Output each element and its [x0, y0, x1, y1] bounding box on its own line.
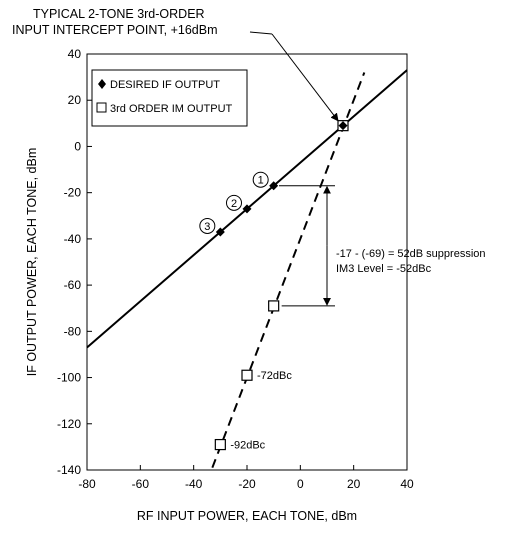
intercept-arrow — [271, 33, 339, 122]
x-tick-label: -60 — [132, 477, 150, 491]
desired-point-marker — [242, 204, 252, 214]
y-tick-label: -140 — [57, 463, 81, 477]
point-label-circle — [199, 217, 216, 234]
dbc-label: -72dBc — [257, 370, 292, 382]
x-tick-label: 20 — [347, 477, 361, 491]
legend-im3-label: 3rd ORDER IM OUTPUT — [110, 103, 233, 115]
intercept-annotation-line2: INPUT INTERCEPT POINT, +16dBm — [12, 23, 218, 37]
legend: DESIRED IF OUTPUT 3rd ORDER IM OUTPUT — [91, 69, 248, 127]
im3-output-line — [211, 72, 366, 469]
point-label-number: 1 — [258, 175, 264, 187]
y-tick-label: -20 — [64, 186, 82, 200]
x-tick-label: -20 — [238, 477, 256, 491]
suppression-text-line1: -17 - (-69) = 52dB suppression — [336, 248, 486, 260]
legend-square-marker — [96, 102, 107, 113]
desired-point-marker — [269, 181, 279, 191]
desired-point-marker — [215, 227, 225, 237]
point-label-circle — [252, 171, 269, 188]
point-label-number: 3 — [204, 221, 210, 233]
intercept-leader-line — [249, 31, 273, 35]
point-label-circle — [226, 194, 242, 211]
series-markers — [214, 120, 349, 451]
x-axis-ticks: -80 -60 -40 -20 0 20 40 — [78, 465, 414, 491]
suppression-text-line2: IM3 Level = -52dBc — [336, 263, 432, 275]
y-tick-label: -120 — [57, 417, 81, 431]
point-label-number: 2 — [231, 198, 237, 210]
dbc-label: -92dBc — [230, 440, 265, 452]
im3-point-marker — [214, 438, 226, 451]
desired-point-marker — [338, 121, 348, 131]
annotations: 1 2 3 -72dBc -92dBc — [199, 31, 339, 452]
y-axis-title: IF OUTPUT POWER, EACH TONE, dBm — [25, 148, 39, 377]
legend-diamond-marker — [98, 79, 106, 89]
y-tick-label: 40 — [68, 47, 82, 61]
intercept-annotation-line1: TYPICAL 2-TONE 3rd-ORDER — [33, 7, 205, 21]
x-tick-label: -40 — [185, 477, 203, 491]
legend-desired-label: DESIRED IF OUTPUT — [110, 79, 220, 91]
x-axis-title: RF INPUT POWER, EACH TONE, dBm — [137, 509, 357, 523]
im3-point-marker — [268, 300, 280, 312]
legend-box — [91, 69, 248, 127]
y-tick-label: -40 — [64, 232, 82, 246]
y-tick-label: -80 — [64, 324, 82, 338]
y-tick-label: 0 — [74, 139, 81, 153]
y-tick-label: 20 — [68, 93, 82, 107]
im3-point-marker — [241, 369, 253, 381]
x-tick-label: 0 — [297, 477, 304, 491]
y-tick-label: -100 — [57, 371, 81, 385]
x-tick-label: -80 — [78, 477, 96, 491]
x-tick-label: 40 — [400, 477, 414, 491]
y-tick-label: -60 — [64, 278, 82, 292]
y-axis-ticks: -140 -120 -100 -80 -60 -40 -20 0 20 40 — [57, 47, 92, 477]
